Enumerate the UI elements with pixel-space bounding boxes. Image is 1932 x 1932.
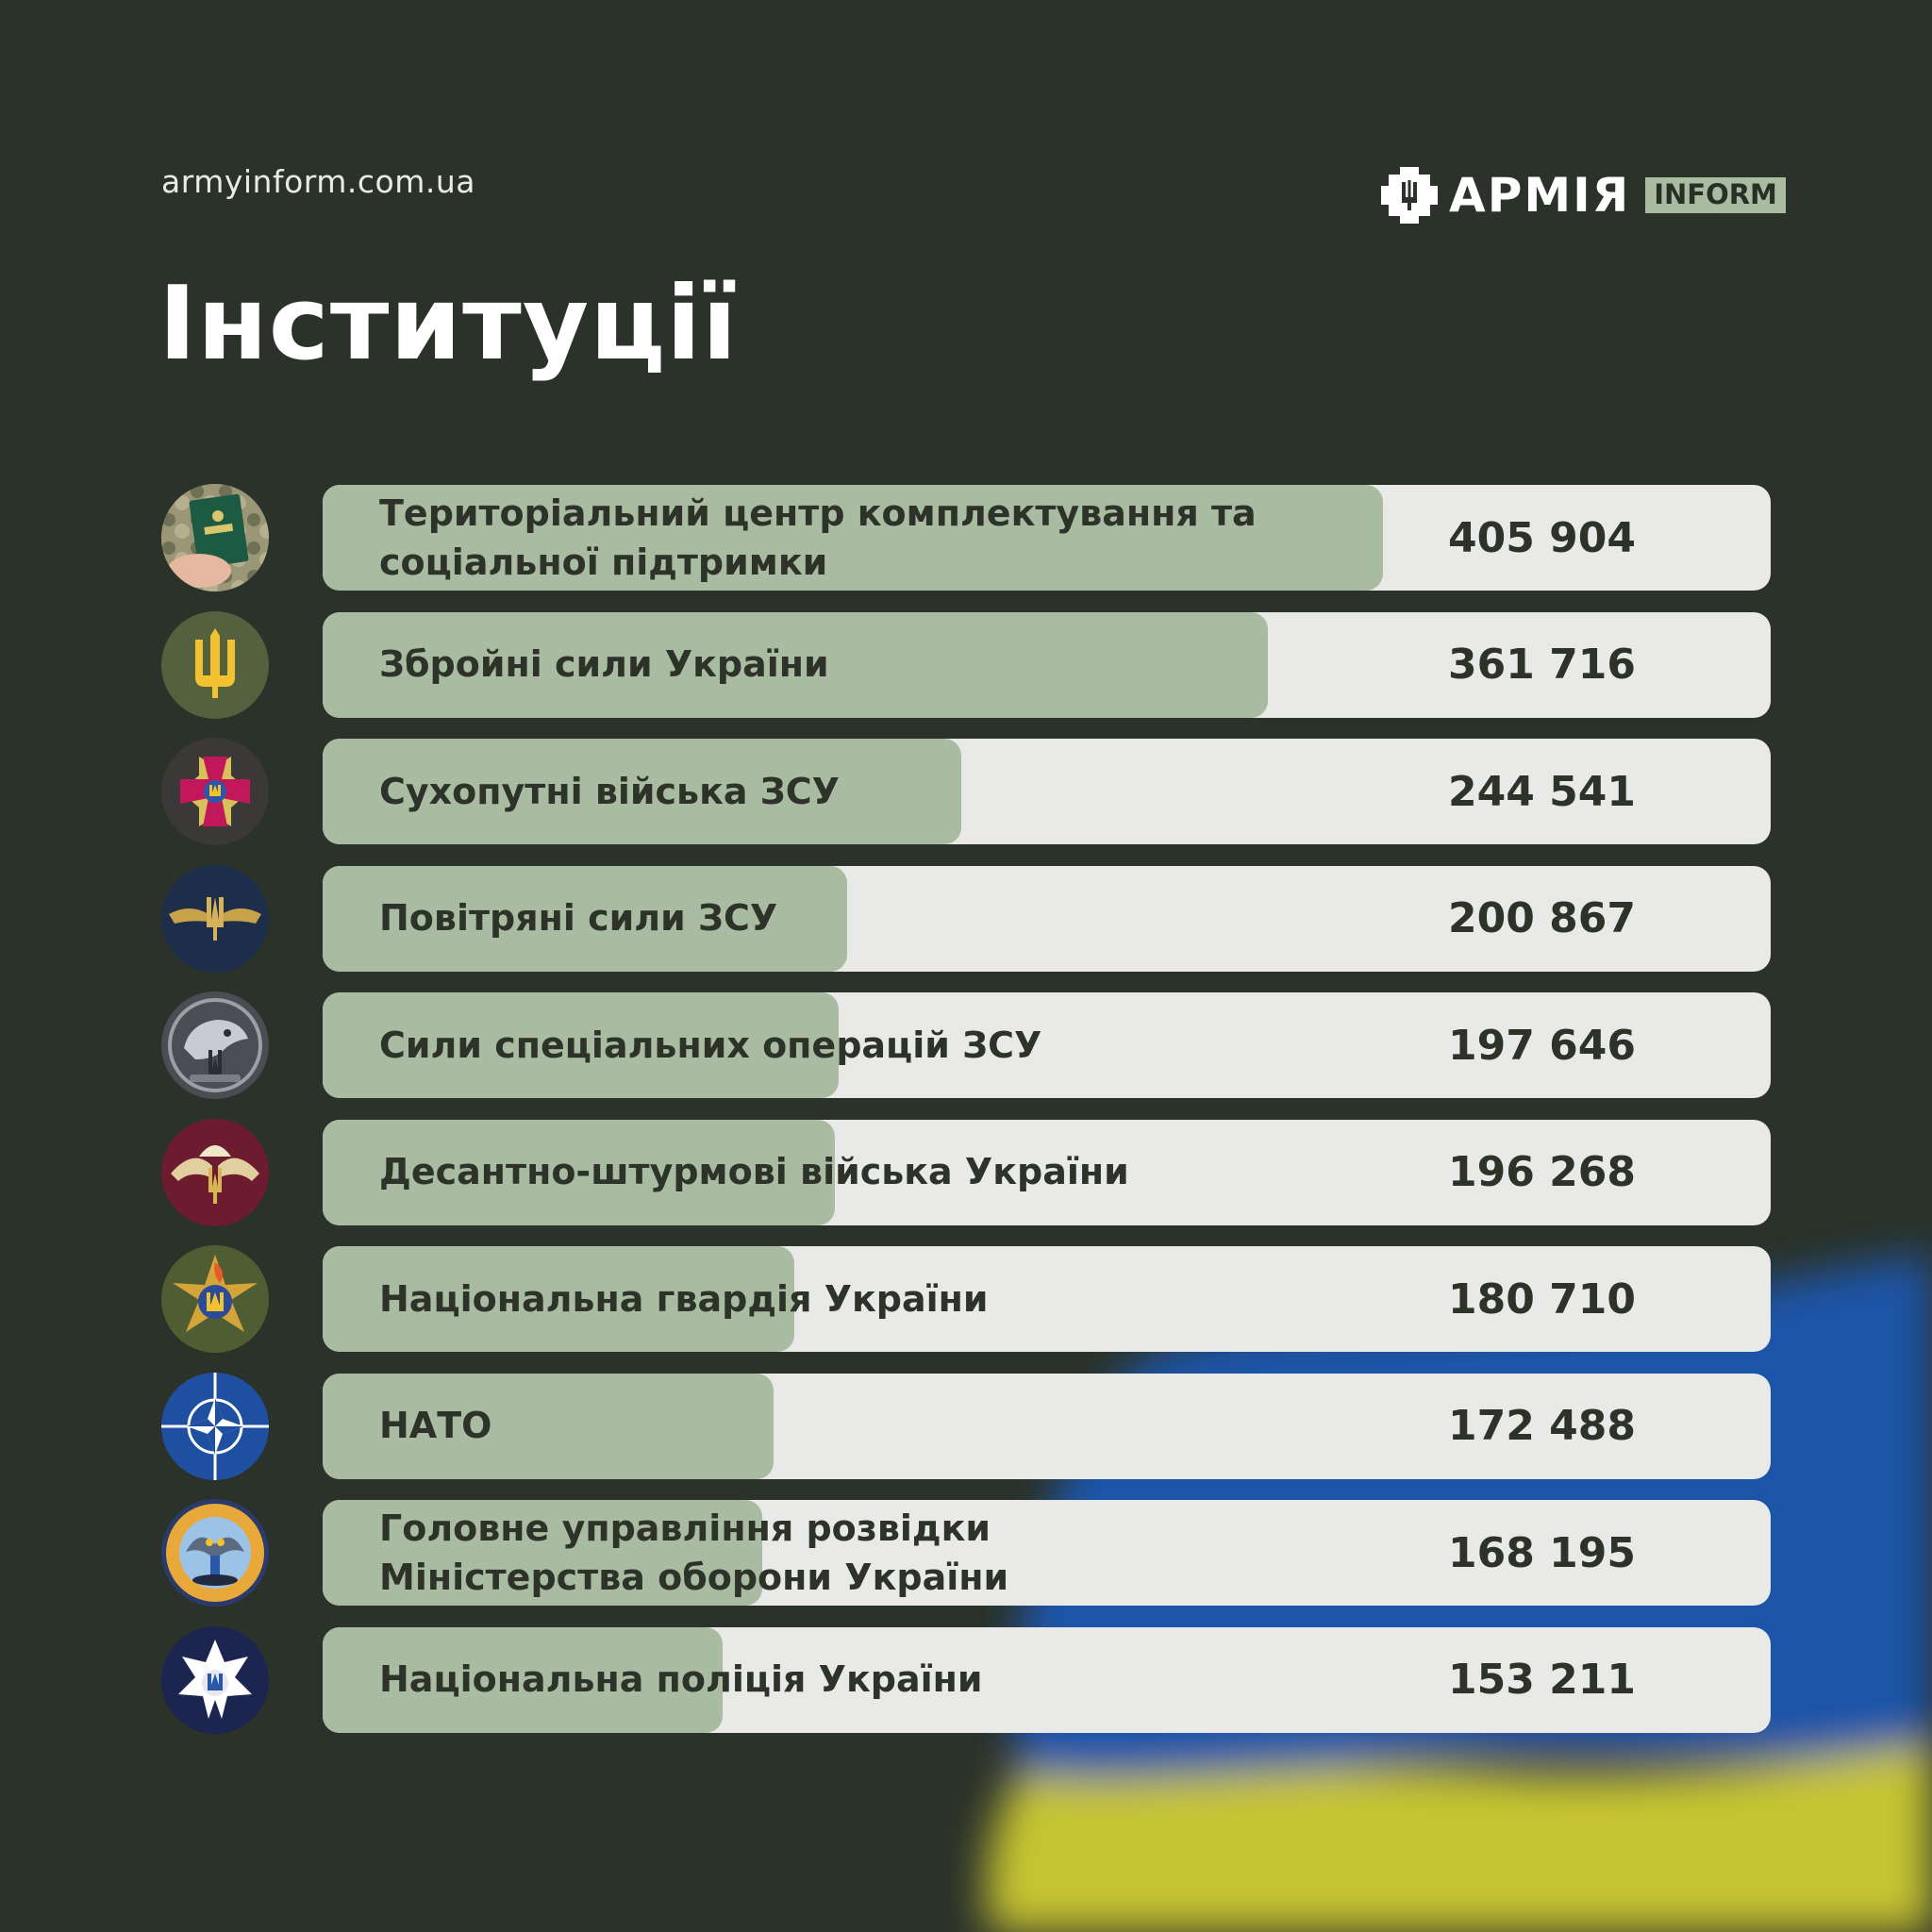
bar-track (323, 1246, 1771, 1352)
bar (323, 1500, 762, 1606)
bar-row: Повітряні сили ЗСУ 200 867 (161, 864, 1771, 973)
air-force-wings-icon (161, 864, 269, 973)
nato-compass-icon (161, 1372, 269, 1480)
bar-track (323, 611, 1771, 718)
bar-value-label: 180 710 (1448, 1274, 1637, 1324)
bar-label: Сили спеціальних операцій ЗСУ (379, 1024, 1042, 1066)
bar-label: Територіальний центр комплектування та с… (379, 491, 1257, 583)
bar-track (323, 992, 1771, 1098)
national-police-star-icon (161, 1625, 269, 1734)
bar-track (323, 485, 1771, 591)
bar (323, 485, 1383, 591)
logo-tag: INFORM (1645, 177, 1786, 213)
bar (323, 992, 840, 1098)
bar-label: НАТО (379, 1405, 492, 1447)
air-assault-parachute-icon (161, 1118, 269, 1226)
bar (323, 865, 848, 972)
trident-icon (161, 610, 269, 719)
bar-label: Головне управління розвідки Міністерства… (379, 1507, 1009, 1598)
bar-label: Десантно-штурмові війська України (379, 1151, 1129, 1193)
bar-value-label: 168 195 (1448, 1528, 1637, 1577)
page-title: Інституції (158, 265, 739, 383)
bar-row: Сухопутні війська ЗСУ 244 541 (161, 738, 1771, 845)
bar-label: Повітряні сили ЗСУ (379, 897, 778, 940)
bar-row: Територіальний центр комплектування та с… (161, 484, 1771, 591)
bar-track (323, 1500, 1771, 1606)
bar-value-label: 361 716 (1448, 641, 1637, 689)
bar-row: Національна гвардія України 180 710 (161, 1245, 1771, 1353)
special-operations-wolf-icon (161, 991, 269, 1099)
ground-forces-cross-icon (161, 738, 269, 845)
bar-row: Сили спеціальних операцій ЗСУ 197 646 (161, 991, 1771, 1099)
bar-label: Збройні сили України (379, 643, 829, 686)
bar (323, 611, 1268, 718)
bar-value-label: 405 904 (1448, 513, 1637, 562)
intelligence-owl-icon (161, 1499, 269, 1607)
bar-row: Головне управління розвідки Міністерства… (161, 1499, 1771, 1607)
bar-track (323, 739, 1771, 844)
trident-shield-icon (1381, 167, 1438, 224)
bar-value-label: 153 211 (1448, 1656, 1637, 1704)
bar-row: Збройні сили України 361 716 (161, 610, 1771, 719)
national-guard-emblem-icon (161, 1245, 269, 1353)
bar-label: Національна гвардія України (379, 1277, 989, 1320)
bar (323, 1119, 836, 1225)
bar-row: Десантно-штурмові війська України 196 268 (161, 1118, 1771, 1226)
bar-row: Національна поліція України 153 211 (161, 1625, 1771, 1734)
bar-label: Сухопутні війська ЗСУ (379, 770, 840, 812)
bar-track (323, 1373, 1771, 1479)
bar (323, 1626, 724, 1733)
bar-track (323, 865, 1771, 972)
bar-value-label: 196 268 (1448, 1148, 1637, 1196)
bar (323, 739, 962, 844)
bar-value-label: 244 541 (1448, 767, 1637, 816)
bar (323, 1373, 774, 1479)
bar (323, 1246, 795, 1352)
site-url[interactable]: armyinform.com.ua (161, 163, 476, 200)
bar-value-label: 197 646 (1448, 1021, 1637, 1070)
military-id-icon (161, 484, 269, 591)
bar-label: Національна поліція України (379, 1658, 983, 1701)
armyinform-logo[interactable]: АРМІЯ INFORM (1379, 162, 1786, 228)
bar-row: НАТО 172 488 (161, 1372, 1771, 1480)
bar-track (323, 1119, 1771, 1225)
bar-value-label: 200 867 (1448, 894, 1637, 942)
logo-wordmark: АРМІЯ (1449, 168, 1631, 223)
bar-track (323, 1626, 1771, 1733)
bar-value-label: 172 488 (1448, 1402, 1637, 1450)
